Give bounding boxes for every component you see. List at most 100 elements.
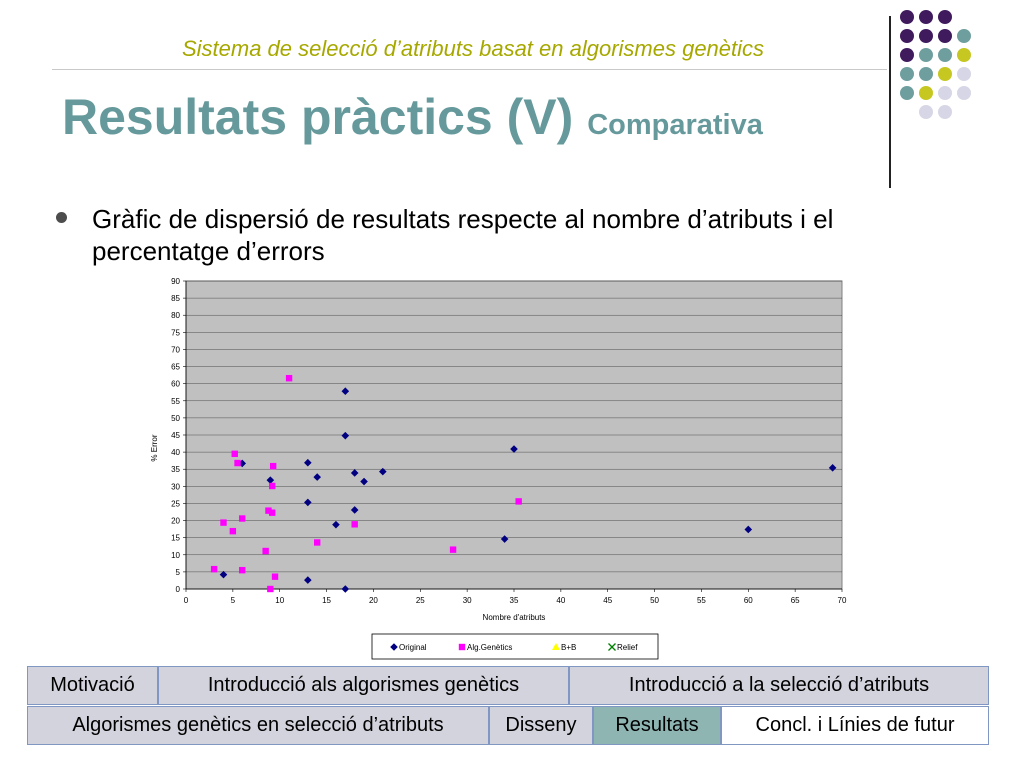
- x-tick-label: 55: [697, 596, 706, 605]
- scatter-chart: 0 5 10 15 20 25 30 35 40 45 50 55 60 65 70 75 80 85 90 0 5 1…: [150, 277, 847, 660]
- y-tick-label: 55: [171, 397, 180, 406]
- data-point-diamond: [350, 469, 359, 477]
- data-point-diamond: [219, 570, 228, 579]
- nav-row-bottom: Algorismes genètics en selecció d’atribu…: [27, 706, 989, 745]
- data-point-square: [515, 498, 522, 505]
- y-tick-label: 60: [171, 380, 180, 389]
- x-tick-label: 15: [322, 596, 331, 605]
- decorative-dot: [919, 10, 933, 24]
- y-tick-label: 70: [171, 345, 180, 354]
- data-point-square: [314, 539, 321, 546]
- decorative-dot: [919, 67, 933, 81]
- bullet-icon: [56, 212, 67, 223]
- data-point-diamond: [510, 445, 518, 453]
- x-axis-label: Nombre d'atributs: [483, 613, 546, 622]
- data-point-square: [269, 462, 277, 470]
- nav-button[interactable]: Disseny: [489, 706, 593, 745]
- legend-label: Alg.Genètics: [467, 643, 512, 652]
- x-tick-label: 20: [369, 596, 378, 605]
- decorative-dot: [957, 67, 971, 81]
- data-point-diamond: [304, 576, 312, 584]
- y-tick-label: 25: [171, 499, 180, 508]
- decorative-dot: [938, 48, 952, 62]
- decorative-dot: [900, 48, 914, 62]
- data-point-square: [269, 509, 276, 516]
- decorative-dot: [919, 48, 933, 62]
- x-tick-label: 5: [231, 596, 236, 605]
- data-point-square: [271, 573, 279, 580]
- y-tick-label: 40: [171, 448, 180, 457]
- legend-marker-triangle: [552, 643, 560, 650]
- y-tick-label: 65: [171, 363, 180, 372]
- data-point-diamond: [313, 473, 321, 481]
- data-point-square: [234, 459, 241, 467]
- y-tick-label: 50: [171, 414, 180, 423]
- decorative-dot: [938, 105, 952, 119]
- vertical-divider: [889, 16, 891, 188]
- decorative-dot: [938, 86, 952, 100]
- y-tick-label: 15: [171, 534, 180, 543]
- decorative-dot: [957, 48, 971, 62]
- data-point-diamond: [304, 498, 312, 507]
- data-point-diamond: [304, 458, 312, 467]
- legend-label: Relief: [617, 643, 638, 652]
- data-point-square: [267, 585, 274, 593]
- x-tick-label: 25: [416, 596, 425, 605]
- y-tick-label: 45: [171, 431, 180, 440]
- nav-button[interactable]: Motivació: [27, 666, 158, 705]
- x-tick-label: 50: [650, 596, 659, 605]
- x-tick-label: 70: [838, 596, 847, 605]
- bullet-text: Gràfic de dispersió de resultats respect…: [92, 204, 834, 266]
- y-tick-label: 75: [171, 328, 180, 337]
- y-tick-label: 85: [171, 294, 180, 303]
- data-point-square: [449, 546, 457, 553]
- slide-title: Resultats pràctics (V) Comparativa: [62, 88, 763, 146]
- y-tick-label: 35: [171, 465, 180, 474]
- slide-subtitle: Sistema de selecció d’atributs basat en …: [181, 36, 765, 61]
- decorative-dot: [919, 86, 933, 100]
- data-point-diamond: [500, 535, 509, 543]
- nav-button[interactable]: Introducció a la selecció d’atributs: [569, 666, 989, 705]
- legend-marker-square: [458, 643, 466, 651]
- data-point-diamond: [379, 467, 387, 476]
- decorative-dot: [919, 29, 933, 43]
- decorative-dot: [900, 67, 914, 81]
- x-tick-label: 60: [744, 596, 753, 605]
- data-point-square: [265, 507, 272, 514]
- decorative-dot: [938, 67, 952, 81]
- decorative-dot: [957, 86, 971, 100]
- nav-button[interactable]: Introducció als algorismes genètics: [158, 666, 569, 705]
- nav-button[interactable]: Concl. i Línies de futur: [721, 706, 989, 745]
- data-point-diamond: [360, 477, 368, 486]
- y-tick-label: 10: [171, 551, 180, 560]
- x-tick-label: 45: [603, 596, 612, 605]
- x-tick-label: 0: [184, 596, 189, 605]
- data-point-square: [239, 515, 246, 522]
- data-point-square: [285, 374, 293, 382]
- data-point-diamond: [238, 459, 247, 468]
- data-point-square: [269, 482, 276, 490]
- data-point-square: [210, 565, 218, 573]
- y-tick-label: 90: [171, 277, 180, 286]
- y-tick-label: 80: [171, 311, 180, 320]
- y-tick-label: 5: [176, 568, 181, 577]
- data-point-square: [262, 547, 269, 555]
- decorative-dot: [957, 29, 971, 43]
- x-tick-label: 10: [275, 596, 284, 605]
- data-point-diamond: [828, 464, 837, 472]
- chart-legend: Original Alg.Genètics B+B Relief: [371, 633, 659, 660]
- nav-button[interactable]: Resultats: [593, 706, 721, 745]
- nav-button[interactable]: Algorismes genètics en selecció d’atribu…: [27, 706, 489, 745]
- y-tick-label: 0: [176, 585, 181, 594]
- data-point-square: [231, 450, 238, 458]
- legend-label: Original: [399, 643, 427, 652]
- decorative-dot: [900, 29, 914, 43]
- data-point-square: [220, 519, 227, 526]
- data-point-square: [239, 566, 246, 574]
- y-tick-label: 20: [171, 517, 180, 526]
- data-point-diamond: [350, 506, 359, 514]
- x-tick-label: 35: [510, 596, 519, 605]
- slide-title-small: Comparativa: [587, 109, 763, 141]
- decorative-dot: [938, 10, 952, 24]
- data-point-square: [351, 521, 358, 528]
